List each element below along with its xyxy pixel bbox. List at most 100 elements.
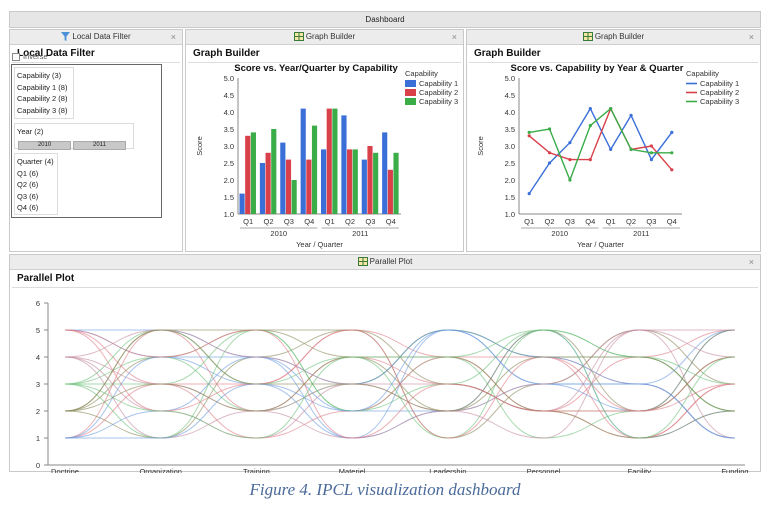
line-chart: Score vs. Capability by Year & Quarter 1.… (476, 64, 739, 249)
legend-swatch (405, 89, 416, 96)
parallel-plot-header[interactable]: Parallel Plot × (10, 255, 760, 270)
data-point (609, 147, 613, 151)
data-point (588, 124, 592, 128)
y-tick-label: 1.0 (505, 210, 515, 219)
close-icon[interactable]: × (451, 32, 457, 42)
inverse-checkbox[interactable]: Inverse (12, 52, 48, 61)
legend-title: Capability (686, 69, 719, 78)
graph-builder-2-title: Graph Builder (469, 45, 758, 63)
inverse-label: Inverse (23, 52, 48, 61)
legend-entry: Capability 3 (700, 97, 739, 106)
grid-table-icon (582, 32, 593, 46)
quarter-q1-option[interactable]: Q1 (6) (17, 168, 39, 178)
bar (265, 152, 271, 214)
bar (291, 180, 297, 214)
data-point (547, 161, 552, 165)
bar (259, 163, 266, 214)
filter-box: Capability (3) Capability 1 (8) Capabili… (11, 64, 162, 218)
x-tick-label: Q1 (325, 217, 335, 226)
bar (352, 149, 358, 214)
graph-builder-line-panel: Graph Builder × Graph Builder Score vs. … (466, 29, 761, 252)
quarter-q4-option[interactable]: Q4 (6) (17, 203, 39, 212)
year-filter-group: Year (2) 2010 2011 (14, 123, 134, 150)
data-point (670, 130, 674, 134)
parallel-plot-chart: 0 1 2 3 4 5 6 Doctrine Organization Training Mater… (36, 299, 749, 473)
data-point (629, 113, 633, 117)
quarter-q2-option[interactable]: Q2 (6) (17, 180, 39, 189)
capability-filter-label: Capability (3) (17, 71, 62, 80)
graph-builder-2-header[interactable]: Graph Builder × (467, 30, 760, 45)
x-tick-label: Q1 (243, 217, 253, 226)
year-2011-button[interactable]: 2011 (73, 140, 126, 150)
close-icon[interactable]: × (170, 32, 176, 42)
data-point (649, 144, 654, 148)
series-line (529, 107, 672, 182)
legend-entry: Capability 1 (700, 79, 739, 88)
y-tick-label: 1.5 (224, 193, 234, 202)
axis-label: Doctrine (51, 467, 79, 473)
bar (239, 193, 245, 214)
year-filter-label: Year (2) (17, 127, 44, 136)
data-point (527, 130, 531, 134)
quarter-q3-option[interactable]: Q3 (6) (17, 191, 39, 201)
bar (382, 132, 388, 214)
figure-caption: Figure 4. IPCL visualization dashboard (249, 480, 521, 499)
filter-panel-header[interactable]: Local Data Filter × (10, 30, 182, 45)
y-axis-label: Score (195, 136, 204, 156)
year-2010-button[interactable]: 2010 (18, 140, 71, 150)
grid-table-icon (357, 257, 368, 271)
bar (311, 125, 318, 214)
y-tick-label: 4 (36, 353, 40, 362)
graph-builder-1-header-label: Graph Builder (305, 32, 356, 41)
bar (300, 108, 306, 214)
data-point (568, 158, 572, 162)
capability-1-option[interactable]: Capability 1 (8) (17, 82, 68, 92)
capability-filter-group: Capability (3) Capability 1 (8) Capabili… (14, 67, 74, 119)
data-point (649, 151, 654, 155)
x-axis-label: Year / Quarter (577, 240, 624, 249)
y-tick-label: 3.5 (505, 125, 515, 134)
y-tick-label: 5.0 (505, 74, 515, 83)
y-tick-label: 1.5 (505, 193, 515, 202)
close-icon[interactable]: × (748, 257, 754, 267)
data-point (588, 107, 592, 111)
x-tick-label: Q4 (386, 217, 396, 226)
y-tick-label: 4.5 (505, 91, 515, 100)
chart-title: Score vs. Year/Quarter by Capability (234, 64, 398, 74)
legend-entry: Capability 2 (419, 88, 458, 97)
x-tick-label: Q3 (365, 217, 375, 226)
data-point (609, 107, 613, 111)
filter-funnel-icon (61, 32, 71, 46)
bar (341, 115, 347, 214)
y-tick-label: 3.0 (505, 142, 515, 151)
graph-builder-1-header[interactable]: Graph Builder × (186, 30, 463, 45)
parallel-line (65, 329, 736, 439)
series-line (528, 107, 673, 194)
parallel-line (64, 329, 736, 439)
dashboard-title: Dashboard (9, 11, 761, 28)
bar (271, 129, 277, 214)
y-tick-label: 5.0 (224, 74, 234, 83)
parallel-plot-header-label: Parallel Plot (369, 257, 413, 266)
axis-label: Materiel (339, 467, 366, 473)
inverse-checkbox-box[interactable] (12, 52, 20, 61)
close-icon[interactable]: × (748, 32, 754, 42)
x-tick-label: Q2 (345, 217, 355, 226)
data-point (649, 158, 654, 162)
y-tick-label: 1.0 (224, 210, 234, 219)
legend-swatch (405, 80, 416, 87)
bar (387, 169, 393, 214)
y-tick-label: 4.5 (224, 91, 234, 100)
chart-title: Score vs. Capability by Year & Quarter (510, 64, 683, 74)
parallel-line (64, 329, 736, 439)
bar (361, 159, 367, 214)
x-tick-label: Q4 (585, 217, 595, 226)
capability-3-option[interactable]: Capability 3 (8) (17, 105, 68, 115)
data-point (670, 168, 674, 172)
legend-entry: Capability 3 (419, 97, 458, 106)
parallel-plot-panel: Parallel Plot × Parallel Plot 0 1 2 3 4 5 6 Doc… (9, 254, 761, 473)
x-group-label: 2011 (633, 229, 649, 238)
capability-2-option[interactable]: Capability 2 (8) (17, 94, 68, 103)
filter-panel-title: Local Data Filter (12, 45, 180, 63)
graph-builder-1-title: Graph Builder (188, 45, 461, 63)
